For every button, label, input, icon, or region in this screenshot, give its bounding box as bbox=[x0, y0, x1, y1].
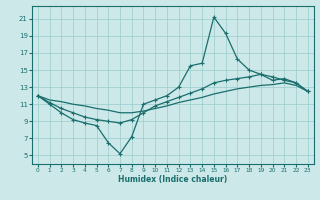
X-axis label: Humidex (Indice chaleur): Humidex (Indice chaleur) bbox=[118, 175, 228, 184]
